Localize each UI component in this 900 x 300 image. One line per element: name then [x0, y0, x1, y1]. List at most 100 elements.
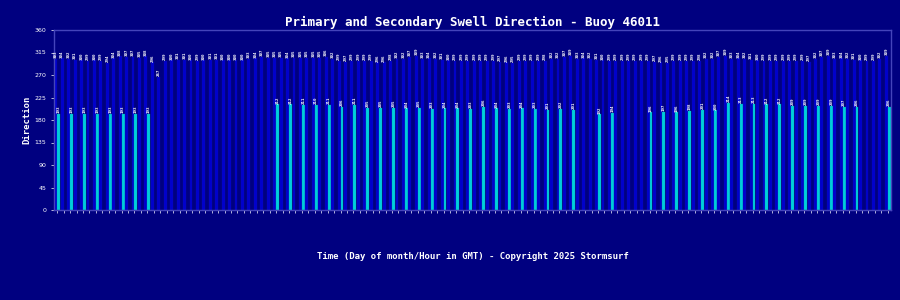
Bar [70, 113, 73, 210]
Text: 299: 299 [691, 52, 695, 60]
Text: 299: 299 [865, 52, 869, 60]
Text: 301: 301 [208, 52, 212, 59]
Text: 201: 201 [572, 101, 576, 109]
Bar [409, 56, 411, 210]
Text: 300: 300 [170, 52, 174, 59]
Bar [58, 113, 60, 210]
Bar [61, 58, 64, 210]
Text: 204: 204 [404, 100, 409, 107]
Text: 299: 299 [871, 52, 876, 60]
Bar [145, 56, 148, 210]
Bar [74, 59, 76, 210]
Bar [202, 60, 205, 210]
Text: 305: 305 [279, 50, 284, 57]
Bar [299, 58, 302, 210]
Bar [315, 105, 318, 210]
Text: 301: 301 [440, 52, 444, 59]
Text: 295: 295 [665, 55, 670, 62]
Bar [563, 56, 566, 210]
Text: 303: 303 [730, 50, 734, 58]
Bar [675, 112, 679, 210]
Bar [615, 61, 617, 210]
Text: 302: 302 [742, 51, 747, 59]
Text: 304: 304 [581, 50, 586, 58]
Text: 299: 299 [485, 52, 489, 60]
Bar [305, 58, 309, 210]
Text: 298: 298 [543, 53, 547, 61]
Bar [260, 56, 263, 210]
Text: 299: 299 [788, 52, 792, 60]
Bar [392, 107, 395, 210]
Bar [350, 61, 354, 210]
Text: 299: 299 [524, 52, 527, 60]
Text: 301: 301 [176, 52, 180, 59]
Bar [608, 61, 611, 210]
Text: 299: 299 [536, 52, 541, 60]
Bar [833, 58, 836, 210]
Text: 203: 203 [508, 100, 511, 108]
Text: 299: 299 [466, 52, 470, 60]
Bar [215, 59, 218, 210]
Bar [511, 62, 515, 210]
Text: 193: 193 [57, 106, 60, 113]
Text: 294: 294 [105, 55, 109, 62]
Bar [634, 61, 636, 210]
Bar [860, 60, 862, 210]
Title: Primary and Secondary Swell Direction - Buoy 46011: Primary and Secondary Swell Direction - … [285, 16, 660, 29]
Text: 303: 303 [54, 50, 58, 58]
Text: 209: 209 [829, 98, 833, 105]
Text: 203: 203 [430, 100, 434, 108]
Bar [878, 59, 881, 210]
Text: 301: 301 [215, 52, 219, 59]
Text: 267: 267 [157, 68, 161, 76]
Text: 206: 206 [340, 99, 344, 106]
Bar [817, 106, 820, 210]
Text: 304: 304 [840, 50, 843, 58]
Bar [666, 62, 669, 210]
Text: 299: 299 [163, 52, 167, 60]
Text: 200: 200 [714, 102, 717, 110]
Bar [122, 113, 124, 210]
Text: 204: 204 [443, 100, 447, 107]
Bar [842, 106, 846, 210]
Bar [492, 61, 495, 210]
Bar [769, 61, 772, 210]
Bar [338, 61, 340, 210]
Bar [685, 61, 688, 210]
Text: 305: 305 [138, 50, 141, 57]
Bar [717, 56, 720, 210]
Text: 193: 193 [147, 106, 151, 113]
Bar [662, 112, 665, 210]
Bar [788, 61, 791, 210]
Text: 299: 299 [459, 52, 464, 60]
Bar [521, 108, 524, 210]
Bar [289, 104, 292, 210]
Bar [415, 56, 418, 210]
Bar [472, 61, 476, 210]
Bar [428, 58, 431, 210]
Text: 302: 302 [330, 51, 335, 59]
Text: 299: 299 [762, 52, 766, 60]
Bar [83, 113, 86, 210]
Bar [469, 109, 473, 210]
Text: 299: 299 [794, 52, 798, 60]
Bar [176, 59, 179, 210]
Bar [582, 58, 585, 210]
Bar [382, 62, 385, 210]
Bar [672, 61, 675, 210]
Bar [190, 60, 193, 210]
Text: 301: 301 [749, 52, 753, 59]
Text: 296: 296 [150, 54, 154, 62]
Text: 302: 302 [395, 51, 399, 59]
Text: 302: 302 [846, 51, 850, 59]
Text: 300: 300 [221, 52, 225, 59]
Bar [109, 113, 112, 210]
Text: 303: 303 [575, 50, 580, 58]
Text: 302: 302 [710, 51, 715, 59]
Bar [756, 60, 759, 210]
Bar [795, 61, 797, 210]
Text: 308: 308 [144, 48, 148, 56]
Text: 302: 302 [589, 51, 592, 59]
Bar [495, 108, 498, 210]
Bar [778, 104, 781, 210]
